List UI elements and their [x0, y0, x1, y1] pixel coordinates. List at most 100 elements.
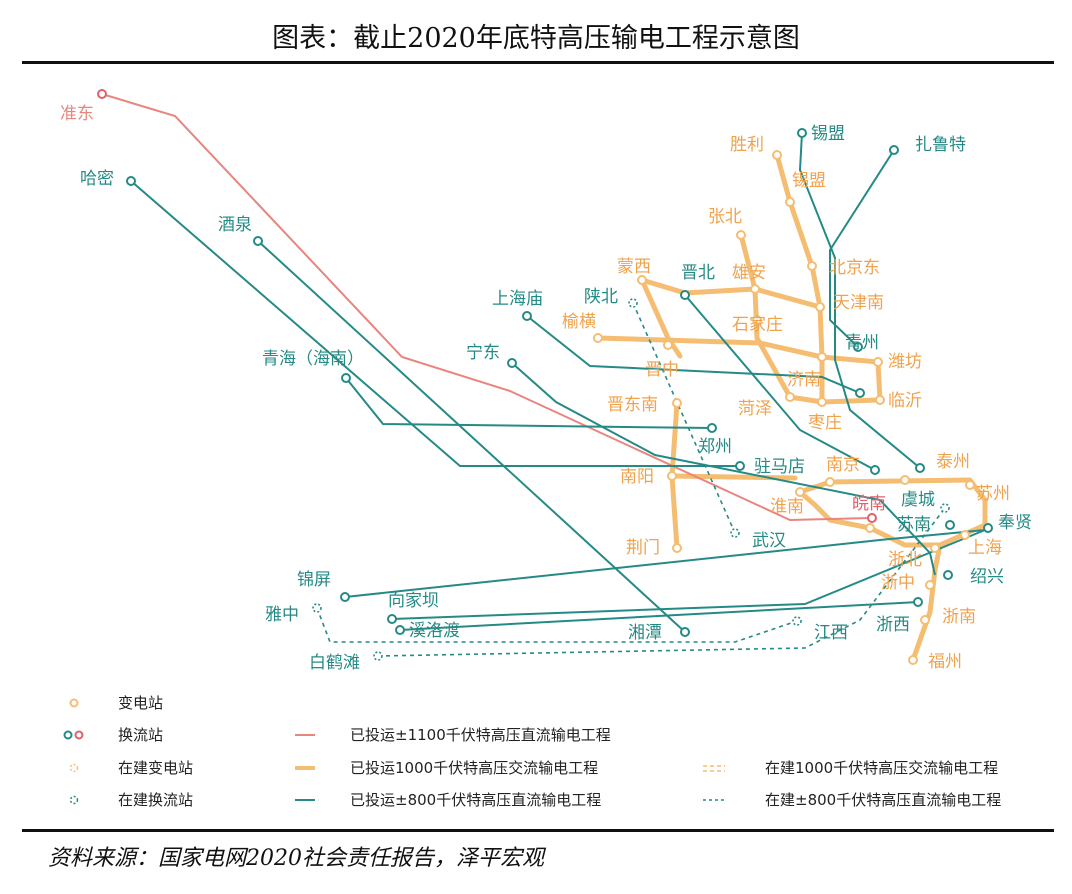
converter-shanghaimiao [522, 311, 532, 321]
converter-qinghai [341, 373, 351, 383]
substation-zhezhong [925, 580, 935, 590]
converter-building-wuhan [730, 528, 740, 538]
legend-substation-building-label: 在建变电站 [118, 759, 193, 777]
converter-building-yazhong [312, 603, 322, 613]
dc800-ningdong-shaoxing [511, 362, 936, 576]
label-hami: 哈密 [80, 169, 114, 189]
converter-xiangtan [680, 627, 690, 637]
dc800-xiangjiaba-fengxian [391, 529, 986, 620]
label-yazhong: 雅中 [265, 605, 299, 625]
substation-linyi [875, 395, 885, 405]
legend: 变电站 换流站 在建变电站 在建换流站 已投运±1100千伏特高压直流输电工程 … [63, 694, 1001, 809]
dc800-building-lines [316, 302, 946, 657]
converter-zhexi [913, 597, 923, 607]
dc800-xiluodu-zhexi [399, 601, 919, 631]
converter-building-shanbei [628, 298, 638, 308]
ac-line-weifang-linyi [875, 359, 883, 403]
label-huainan: 淮南 [770, 497, 804, 517]
label-heze: 菏泽 [738, 399, 772, 419]
legend-substation-label: 变电站 [118, 694, 163, 712]
legend-substation-marker [69, 698, 79, 708]
dc1100-line [101, 93, 871, 522]
legend-converter-building-label: 在建换流站 [118, 791, 193, 809]
substation-xiongan [750, 284, 760, 294]
substation-zhenan [920, 615, 930, 625]
substation-heze [785, 392, 795, 402]
substation-ximeng [785, 197, 795, 207]
converter-jiuquan [253, 236, 263, 246]
dc800-jiuquan-xiangtan [257, 240, 686, 633]
ac-line-mengxi-tianjin [639, 277, 823, 310]
label-jiangxi: 江西 [814, 623, 848, 643]
label-jingmen: 荆门 [626, 538, 660, 558]
substation-zaozhuang [817, 397, 827, 407]
legend-converter-red-marker [74, 730, 84, 740]
label-taizhou: 泰州 [936, 452, 970, 472]
label-jiuquan: 酒泉 [218, 215, 252, 235]
building-converter-markers [312, 298, 950, 661]
converter-shaoxing [943, 570, 953, 580]
dc800-zhalute-qingzhou [829, 149, 895, 348]
legend-converter-teal-marker [63, 730, 73, 740]
label-tianjinnan: 天津南 [833, 293, 884, 313]
label-suzhou: 苏州 [976, 484, 1010, 504]
legend-dc800-building-label: 在建±800千伏特高压直流输电工程 [765, 791, 1001, 809]
substation-nanyang [667, 471, 677, 481]
label-zhaluote: 扎鲁特 [915, 135, 966, 155]
label-mengxi: 蒙西 [617, 257, 651, 277]
label-qinghai: 青海（海南） [262, 349, 364, 369]
label-shaoxing: 绍兴 [970, 567, 1004, 587]
label-zhundong: 准东 [60, 104, 94, 124]
dc800b-yazhong-jiangxi [316, 607, 798, 643]
substation-huainan [795, 487, 805, 497]
legend-substation-building-marker [69, 763, 79, 773]
legend-converter-building-marker [69, 795, 79, 805]
dc800-jinbei-nanjing [684, 294, 876, 471]
substation-tianjinnan [815, 302, 825, 312]
label-zhangbei: 张北 [708, 207, 742, 227]
substation-jinan [817, 352, 827, 362]
label-zhumadian: 驻马店 [754, 457, 805, 477]
label-ximeng-dc: 锡盟 [811, 124, 845, 144]
label-yucheng: 虞城 [901, 490, 935, 510]
substation-shanghai [960, 530, 970, 540]
legend-ac1000-building-label: 在建1000千伏特高压交流输电工程 [765, 759, 998, 777]
label-yuheng: 榆横 [562, 312, 596, 332]
label-xiangtan: 湘潭 [628, 623, 662, 643]
converter-jinping [340, 592, 350, 602]
label-nanyang: 南阳 [620, 467, 654, 487]
converter-building-baihetan [373, 651, 383, 661]
page-title: 图表：截止2020年底特高压输电工程示意图 [272, 23, 800, 54]
substation-nanjing [825, 477, 835, 487]
ac-line-yuheng-weifang [595, 335, 881, 365]
converter-ximeng [797, 128, 807, 138]
converter-hami [126, 176, 136, 186]
label-shanbei: 陕北 [584, 287, 618, 307]
substation-weifang [873, 357, 883, 367]
dc800b-shanbei-wuhan [632, 302, 736, 534]
legend-dc1100-label: 已投运±1100千伏特高压直流输电工程 [350, 726, 611, 744]
ac-line-nanyang-huainan [669, 473, 798, 481]
substation-shengli [772, 150, 782, 160]
label-zaozhuang: 枣庄 [808, 413, 842, 433]
label-xiangjiaba: 向家坝 [388, 591, 439, 611]
converter-zhengzhou [707, 423, 717, 433]
label-shijiazhuang: 石家庄 [732, 315, 783, 335]
converter-markers [126, 128, 993, 637]
label-qingzhou: 青州 [845, 333, 879, 353]
converter-fengxian [983, 523, 993, 533]
converter-xiluodu [395, 625, 405, 635]
substation-suzhou [965, 480, 975, 490]
label-zhexi: 浙西 [876, 615, 910, 635]
label-shengli: 胜利 [730, 135, 764, 155]
label-jinbei: 晋北 [681, 263, 715, 283]
label-sunan: 苏南 [897, 515, 931, 535]
converter-taizhou [915, 463, 925, 473]
dc800-lines [130, 132, 986, 633]
label-jinan: 济南 [787, 370, 821, 390]
substation-jindongnan [672, 398, 682, 408]
label-baihetan: 白鹤滩 [309, 653, 360, 673]
label-wuhan: 武汉 [752, 531, 786, 551]
legend-dc800-label: 已投运±800千伏特高压直流输电工程 [350, 791, 601, 809]
